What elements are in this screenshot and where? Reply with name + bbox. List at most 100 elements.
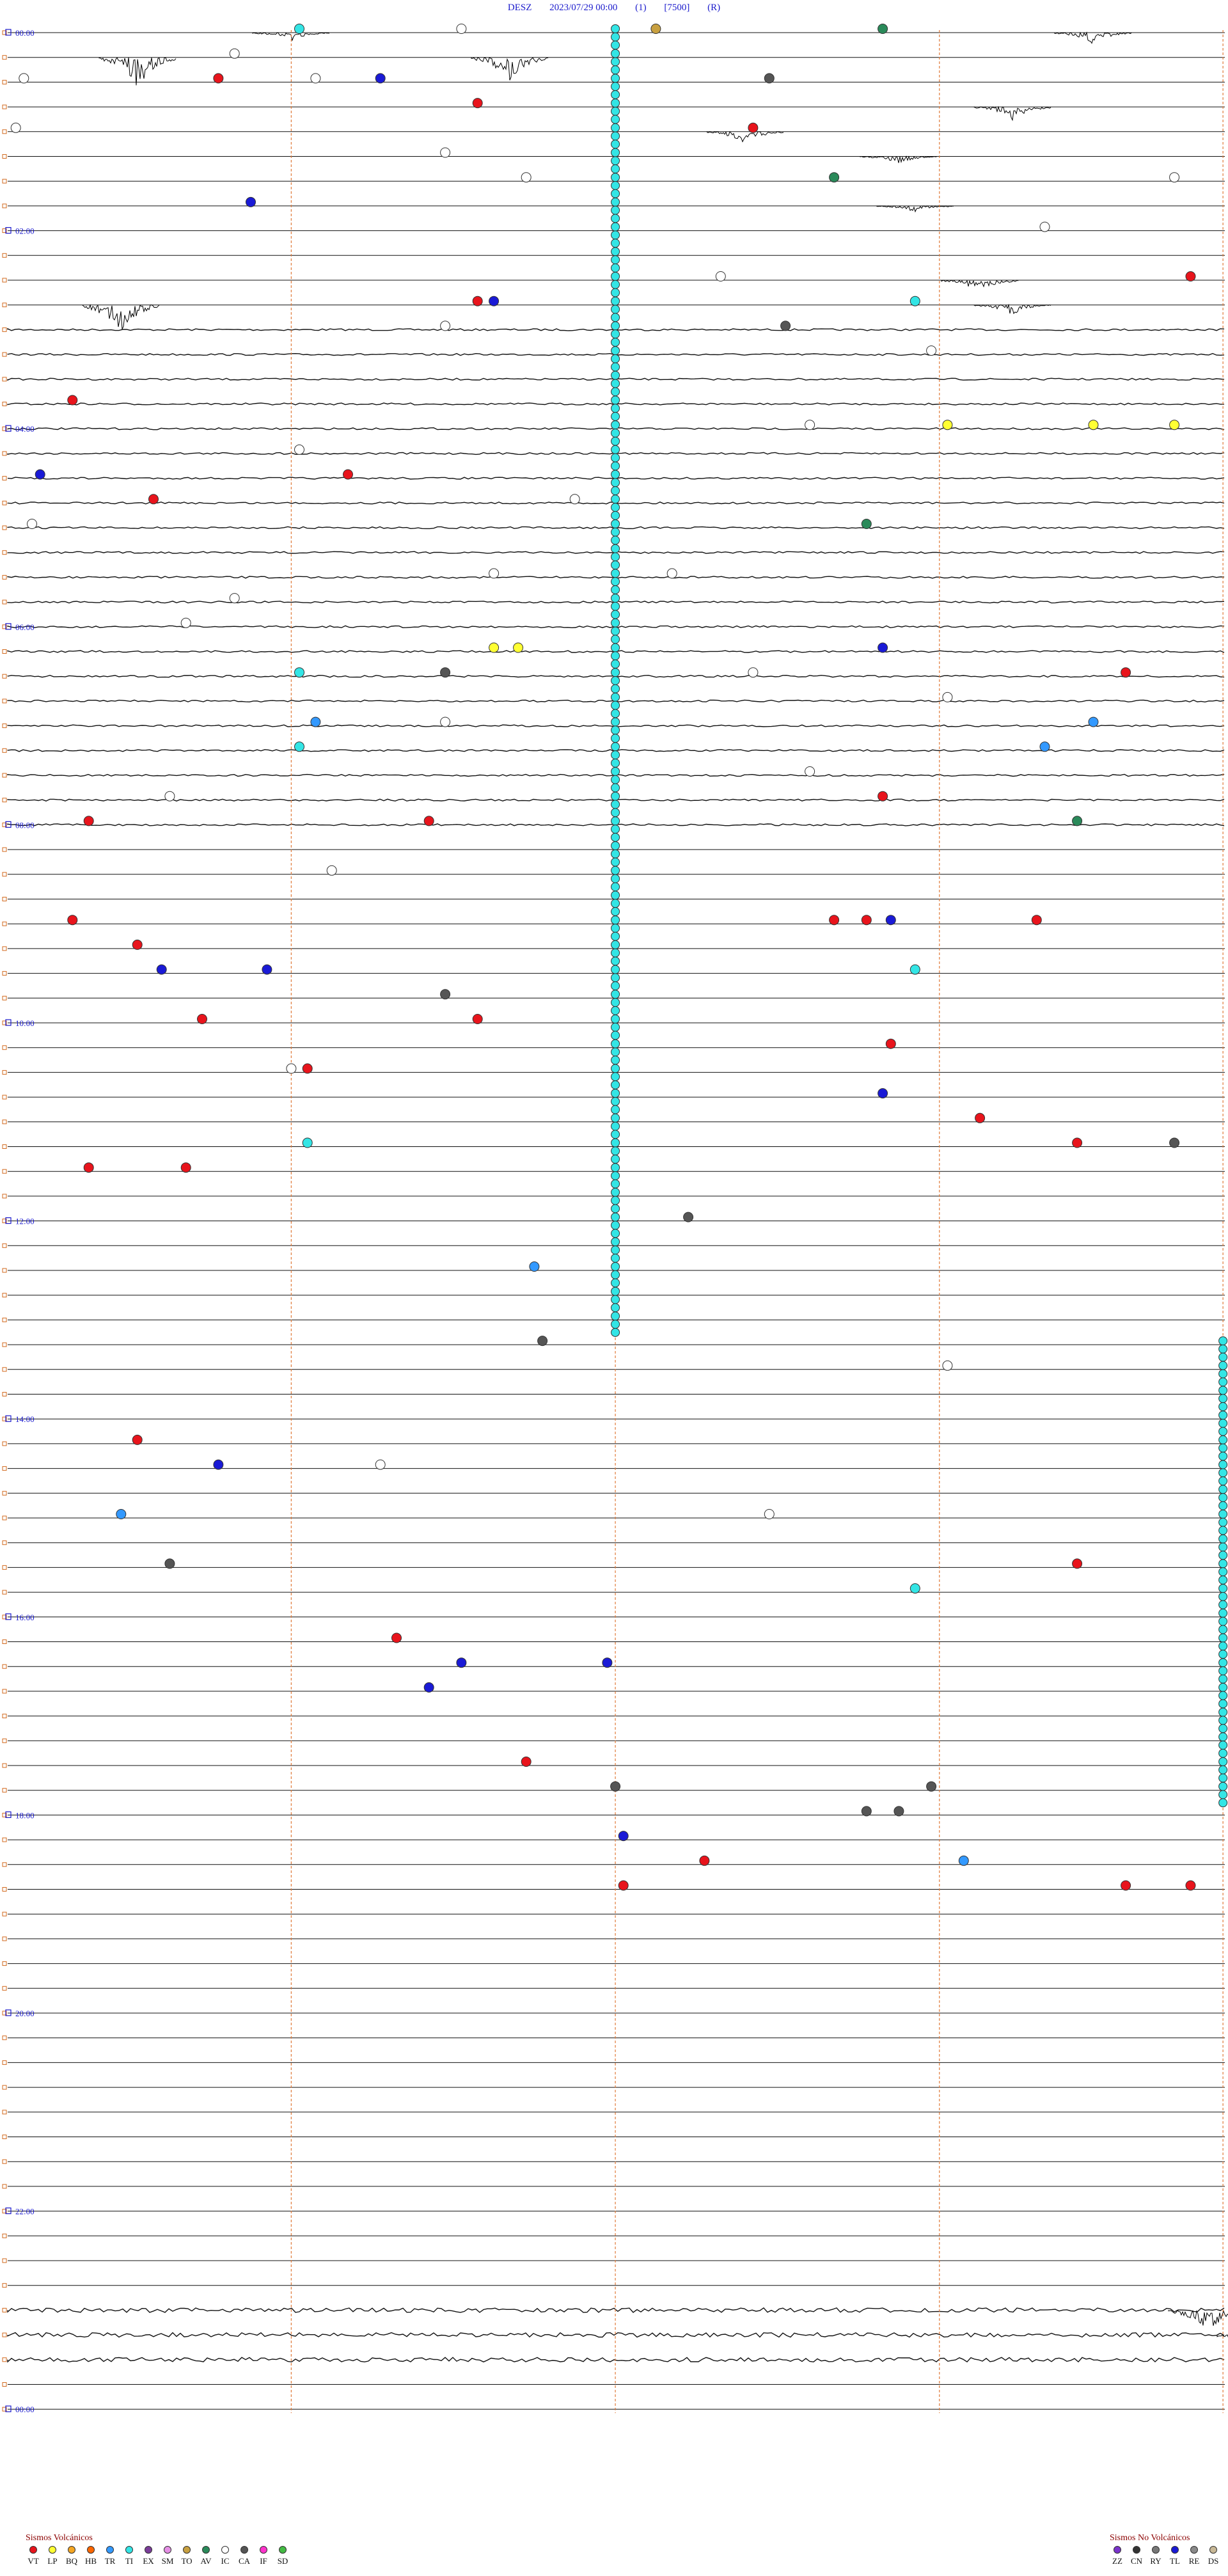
event-marker-ti bbox=[611, 742, 620, 752]
event-marker-ti bbox=[611, 1006, 620, 1015]
hour-marker bbox=[5, 29, 12, 36]
event-marker-ic bbox=[27, 519, 37, 529]
event-marker-ti bbox=[611, 709, 620, 718]
hour-marker bbox=[5, 2208, 12, 2215]
event-marker-ti bbox=[1218, 1707, 1228, 1717]
event-marker-ic bbox=[19, 73, 29, 84]
event-marker-ti bbox=[611, 395, 620, 405]
event-marker-ti bbox=[1218, 1460, 1228, 1469]
line-tick bbox=[2, 2332, 7, 2337]
event-marker-ti bbox=[611, 750, 620, 760]
event-marker-ti bbox=[611, 57, 620, 67]
line-tick bbox=[2, 1490, 7, 1496]
event-marker-ti bbox=[1218, 1748, 1228, 1758]
legend-label: DS bbox=[1208, 2556, 1219, 2566]
legend-item-ti: TI bbox=[122, 2546, 137, 2566]
event-marker-ti bbox=[611, 948, 620, 958]
event-marker-ic bbox=[229, 593, 240, 604]
event-marker-ti bbox=[611, 544, 620, 553]
event-marker-ti bbox=[1218, 1485, 1228, 1494]
event-marker-ti bbox=[611, 288, 620, 297]
event-marker-ti bbox=[611, 849, 620, 858]
line-tick bbox=[2, 1812, 7, 1817]
event-marker-ic bbox=[310, 73, 321, 84]
event-marker-ti bbox=[1218, 1757, 1228, 1766]
event-marker-ti bbox=[1218, 1765, 1228, 1774]
event-marker-ti bbox=[611, 1237, 620, 1247]
line-tick bbox=[2, 1219, 7, 1224]
event-marker-vt bbox=[472, 98, 483, 109]
line-tick bbox=[2, 1416, 7, 1421]
line-tick bbox=[2, 723, 7, 729]
event-marker-ic bbox=[456, 24, 467, 34]
event-marker-ti bbox=[611, 1196, 620, 1205]
line-tick bbox=[2, 327, 7, 332]
event-marker-ti bbox=[1218, 1402, 1228, 1412]
event-marker-ti bbox=[1218, 1551, 1228, 1560]
event-marker-ti bbox=[611, 263, 620, 273]
event-marker-ic bbox=[326, 865, 337, 876]
event-marker-ti bbox=[1218, 1510, 1228, 1519]
event-marker-ic bbox=[286, 1063, 297, 1074]
event-marker-ic bbox=[569, 494, 580, 505]
event-marker-ca bbox=[861, 1806, 872, 1817]
volcanic-legend-title: Sismos Volcánicos bbox=[26, 2533, 93, 2543]
line-tick bbox=[2, 1144, 7, 1149]
trace-line bbox=[7, 2332, 1225, 2338]
line-tick bbox=[2, 451, 7, 456]
hour-label: 04:00 bbox=[15, 424, 35, 434]
event-marker-ti bbox=[611, 1179, 620, 1189]
event-marker-ca bbox=[926, 1781, 937, 1792]
event-marker-ti bbox=[611, 915, 620, 925]
line-tick bbox=[2, 2184, 7, 2189]
event-marker-ti bbox=[1218, 1691, 1228, 1700]
event-marker-ti bbox=[611, 461, 620, 471]
event-marker-ti bbox=[611, 1096, 620, 1106]
event-marker-ti bbox=[611, 321, 620, 331]
legend-label: LP bbox=[47, 2556, 58, 2566]
hour-marker bbox=[5, 1811, 12, 1818]
event-marker-ti bbox=[611, 74, 620, 83]
event-marker-ti bbox=[611, 115, 620, 124]
line-tick bbox=[2, 1466, 7, 1471]
event-marker-ti bbox=[611, 1229, 620, 1238]
legend-label: TR bbox=[104, 2556, 116, 2566]
legend-swatch bbox=[125, 2546, 133, 2554]
event-marker-ti bbox=[611, 990, 620, 999]
event-marker-ti bbox=[611, 1138, 620, 1148]
legend-swatch bbox=[68, 2546, 75, 2554]
trace-line bbox=[7, 2357, 1225, 2363]
event-marker-ti bbox=[611, 1187, 620, 1197]
legend-swatch bbox=[29, 2546, 37, 2554]
event-marker-ti bbox=[611, 420, 620, 430]
event-marker-ca bbox=[683, 1212, 694, 1222]
event-marker-ti bbox=[611, 470, 620, 479]
line-tick bbox=[2, 2283, 7, 2288]
nonvolcanic-legend: Sismos No Volcánicos ZZ CN RY TL RE DS bbox=[1110, 2533, 1221, 2566]
event-marker-ti bbox=[1218, 1410, 1228, 1420]
event-marker-ti bbox=[1218, 1641, 1228, 1651]
event-waveform bbox=[1216, 2334, 1228, 2338]
event-marker-tl bbox=[878, 1088, 888, 1099]
legend-swatch bbox=[260, 2546, 267, 2554]
legend-item-cn: CN bbox=[1129, 2546, 1144, 2566]
event-marker-ti bbox=[611, 940, 620, 949]
event-marker-vt bbox=[878, 791, 888, 802]
event-marker-ti bbox=[1218, 1493, 1228, 1503]
event-marker-ti bbox=[294, 667, 304, 678]
event-marker-vt bbox=[302, 1063, 313, 1074]
hour-label: 22:00 bbox=[15, 2207, 35, 2216]
event-marker-ti bbox=[1218, 1542, 1228, 1552]
hour-marker bbox=[5, 1019, 12, 1026]
event-marker-ti bbox=[611, 304, 620, 314]
line-tick bbox=[2, 699, 7, 704]
legend-swatch bbox=[1171, 2546, 1179, 2554]
event-marker-ti bbox=[1218, 1418, 1228, 1428]
line-tick bbox=[2, 377, 7, 382]
line-tick bbox=[2, 1094, 7, 1100]
event-marker-vt bbox=[67, 395, 78, 406]
event-marker-ti bbox=[611, 156, 620, 166]
event-marker-ti bbox=[611, 626, 620, 636]
event-marker-ca bbox=[440, 989, 451, 1000]
legend-label: RY bbox=[1150, 2556, 1161, 2566]
